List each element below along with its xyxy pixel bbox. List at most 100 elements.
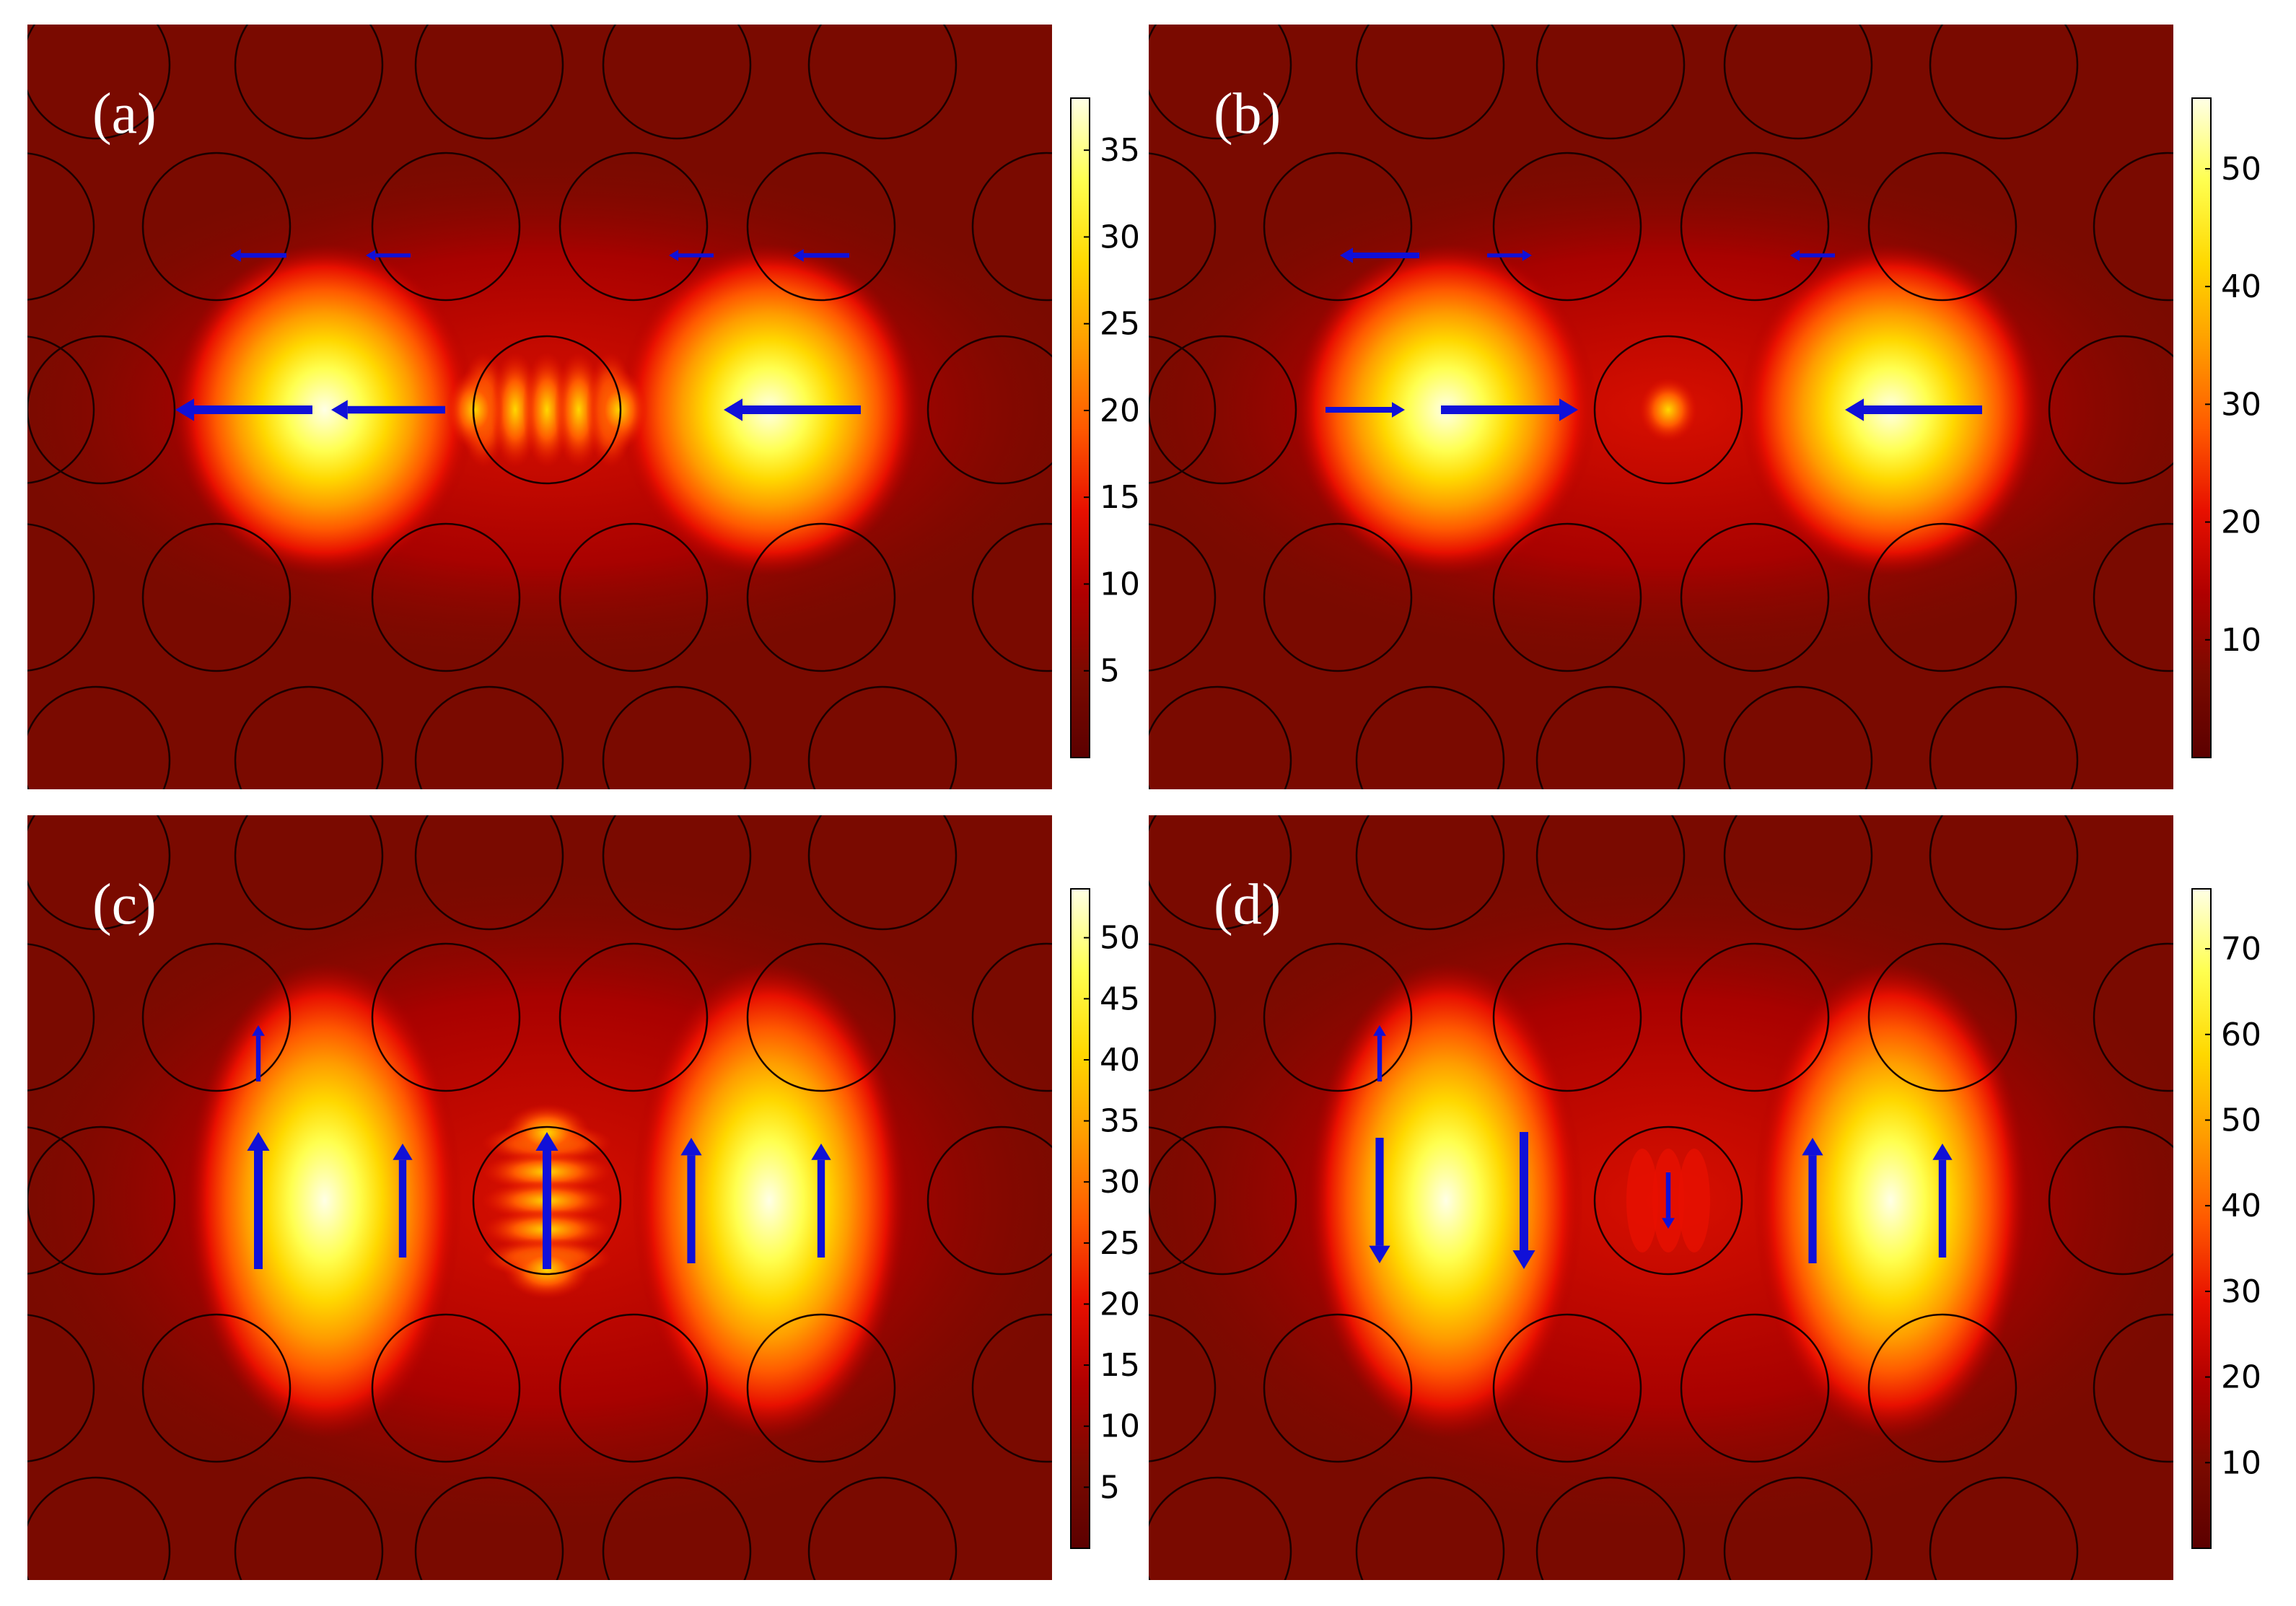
field-arrowhead xyxy=(1802,1138,1823,1156)
rod xyxy=(1535,1476,1686,1580)
rod xyxy=(1680,942,1830,1092)
rod xyxy=(1492,1313,1642,1463)
rod xyxy=(414,25,564,140)
rod xyxy=(1263,522,1413,672)
rod xyxy=(746,522,896,672)
colorbar-tick-label: 20 xyxy=(2221,504,2261,541)
colorbar: 5 10 15 20 25 30 35 40 45 50 xyxy=(1070,888,1140,1549)
colorbar-gradient xyxy=(2191,888,2212,1549)
field-arrowhead xyxy=(1340,247,1353,263)
current-arrows xyxy=(1369,1025,1953,1269)
colorbar-tick-label: 50 xyxy=(2221,1102,2261,1138)
rod xyxy=(414,1476,564,1580)
rod xyxy=(1535,815,1686,931)
rod xyxy=(558,522,709,672)
colorbar-tick-label: 5 xyxy=(1100,1469,1120,1506)
panel-label: (b) xyxy=(1214,82,1281,146)
field-arrowhead xyxy=(175,398,194,421)
rod xyxy=(2093,942,2173,1092)
colorbar-tick-label: 10 xyxy=(2221,622,2261,659)
colorbar-tick-label: 45 xyxy=(1100,980,1140,1017)
rod xyxy=(2093,152,2173,302)
rod xyxy=(234,685,384,789)
rod xyxy=(971,942,1052,1092)
rod xyxy=(602,815,752,931)
field-arrowhead xyxy=(680,1138,702,1156)
colorbar-gradient xyxy=(2191,97,2212,758)
current-arrows xyxy=(175,249,861,421)
rod xyxy=(1867,152,2017,302)
hotspot-right xyxy=(1753,962,2028,1439)
rod xyxy=(1492,942,1642,1092)
rod xyxy=(602,1476,752,1580)
field-arrowhead xyxy=(252,1025,265,1036)
rod xyxy=(141,522,292,672)
rod xyxy=(926,335,1052,485)
rod xyxy=(2048,335,2173,485)
rod xyxy=(1929,815,2079,931)
colorbar-tick-label: 10 xyxy=(1100,566,1140,602)
rod xyxy=(558,1313,709,1463)
rod xyxy=(807,1476,958,1580)
field-arrowhead xyxy=(1845,398,1864,421)
field-arrowhead xyxy=(1790,250,1800,261)
rod xyxy=(807,25,958,140)
rod xyxy=(1149,685,1292,789)
field-arrowhead xyxy=(1373,1025,1386,1036)
rod-lattice xyxy=(1149,25,2173,789)
rod xyxy=(2048,1125,2173,1276)
rod xyxy=(1263,1313,1413,1463)
rod xyxy=(472,1125,622,1276)
rod xyxy=(141,942,292,1092)
colorbar-tick-label: 35 xyxy=(1100,132,1140,169)
rod xyxy=(414,685,564,789)
rod xyxy=(1867,522,2017,672)
rod xyxy=(1593,1125,1743,1276)
rod xyxy=(1149,25,1292,140)
rod xyxy=(234,1476,384,1580)
rod xyxy=(234,815,384,931)
field-arrowhead xyxy=(366,250,376,261)
rod xyxy=(1149,1476,1292,1580)
colorbar-tick-label: 15 xyxy=(1100,1347,1140,1384)
rod xyxy=(807,685,958,789)
field-arrowhead xyxy=(535,1132,558,1151)
rod xyxy=(371,152,521,302)
rod xyxy=(27,335,95,484)
rod xyxy=(1723,1476,1873,1580)
rod xyxy=(1680,1313,1830,1463)
rod xyxy=(27,685,171,789)
rod xyxy=(558,152,709,302)
rod xyxy=(1149,523,1217,672)
rod xyxy=(234,25,384,140)
rod xyxy=(371,1313,521,1463)
rod xyxy=(602,25,752,140)
field-arrowhead xyxy=(1662,1218,1675,1229)
field-arrowhead xyxy=(1522,250,1532,261)
colorbar-tick-label: 40 xyxy=(2221,1188,2261,1224)
rod xyxy=(1929,25,2079,140)
rod xyxy=(141,152,292,302)
field-arrowhead xyxy=(1512,1250,1535,1269)
panel-label: (d) xyxy=(1214,873,1281,936)
colorbar-tick-label: 10 xyxy=(2221,1444,2261,1481)
colorbar-tick-label: 50 xyxy=(2221,151,2261,188)
field-arrowhead xyxy=(724,398,742,421)
colorbar-tick-label: 50 xyxy=(1100,920,1140,957)
panel-label: (a) xyxy=(92,82,157,146)
rod xyxy=(1149,943,1217,1092)
colorbar-tick-label: 35 xyxy=(1100,1103,1140,1140)
rod xyxy=(746,942,896,1092)
colorbar: 5 10 15 20 25 30 35 xyxy=(1070,97,1140,758)
rod xyxy=(926,1125,1052,1276)
rod xyxy=(746,152,896,302)
field-arrowhead xyxy=(247,1132,270,1151)
rod xyxy=(1535,685,1686,789)
colorbar-tick-label: 25 xyxy=(1100,306,1140,343)
current-arrows xyxy=(1326,247,1982,421)
rod xyxy=(1492,152,1642,302)
colorbar-tick-label: 15 xyxy=(1100,479,1140,516)
hotspot-left xyxy=(1309,962,1583,1439)
rod xyxy=(1355,25,1505,140)
hotspot-right xyxy=(632,962,906,1439)
